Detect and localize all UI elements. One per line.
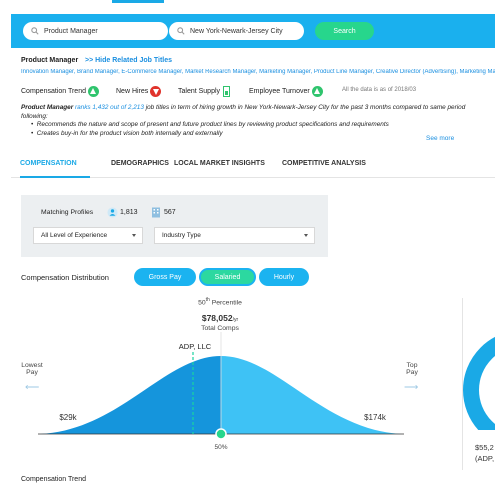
description-job: Product Manager xyxy=(21,104,74,111)
building-icon xyxy=(152,207,160,218)
related-job-titles[interactable]: Innovation Manager, Brand Manager, E-Com… xyxy=(21,69,495,75)
job-title-input[interactable]: Product Manager xyxy=(23,22,168,40)
metric-talent-supply: Talent Supply xyxy=(178,86,231,97)
tab-demographics[interactable]: DEMOGRAPHICS xyxy=(111,160,169,167)
people-icon xyxy=(107,207,118,218)
metric-employee-turnover: Employee Turnover xyxy=(249,86,323,97)
top-pay-label: Top Pay xyxy=(390,362,434,376)
bell-curve-svg xyxy=(38,332,404,440)
gross-pay-button[interactable]: Gross Pay xyxy=(134,268,196,286)
list-item: • Recommends the nature and scope of pre… xyxy=(31,121,389,129)
search-bar: Product Manager New York-Newark-Jersey C… xyxy=(11,14,495,48)
hide-related-link[interactable]: >> Hide Related Job Titles xyxy=(85,57,173,64)
job-description: Product Manager ranks 1,432 out of 2,213… xyxy=(21,104,495,138)
curve-right-area xyxy=(221,356,402,434)
trend-up-icon xyxy=(311,86,323,97)
job-title: Product Manager xyxy=(21,57,79,64)
tab-compensation[interactable]: COMPENSATION xyxy=(20,160,77,167)
search-icon xyxy=(31,27,39,35)
median-comp: $78,052/yr xyxy=(170,313,270,323)
tab-local-market-insights[interactable]: LOCAL MARKET INSIGHTS xyxy=(174,160,265,167)
data-as-of: All the data is as of 2018/03 xyxy=(342,87,417,93)
top-accent-line xyxy=(112,0,164,3)
company-marker-label: ADP, LLC xyxy=(178,342,212,351)
hourly-button[interactable]: Hourly xyxy=(259,268,309,286)
bullet-text: Creates buy-in for the product vision bo… xyxy=(36,129,223,137)
industry-value: Industry Type xyxy=(162,232,201,239)
median-value: $78,052 xyxy=(201,313,233,323)
arrow-right-icon: ⟶ xyxy=(404,382,419,393)
metric-label: Talent Supply xyxy=(178,88,221,95)
active-tab-indicator xyxy=(20,176,90,178)
distribution-chart: 50th Percentile $78,052/yr Total Comps A… xyxy=(0,290,455,470)
rank-text: ranks 1,432 out of 2,213 xyxy=(74,104,144,111)
high-value: $174k xyxy=(364,413,386,422)
median-handle[interactable] xyxy=(215,428,227,440)
lowest-sub: Pay xyxy=(26,369,38,376)
percentile-number: 50 xyxy=(198,299,206,307)
experience-value: All Level of Experience xyxy=(41,232,108,239)
chevron-down-icon xyxy=(132,234,136,237)
matching-people-count: 1,813 xyxy=(120,209,138,216)
right-chart-company: (ADP, xyxy=(475,454,495,463)
median-percent-label: 50% xyxy=(214,444,228,451)
top-label: Top xyxy=(406,362,418,369)
compensation-trend-title: Compensation Trend xyxy=(21,476,86,483)
battery-icon xyxy=(223,86,231,97)
description-following: following: xyxy=(21,112,48,120)
curve-left-area xyxy=(40,356,221,434)
metric-label: Compensation Trend xyxy=(21,88,86,95)
metric-compensation-trend: Compensation Trend xyxy=(21,86,99,97)
salaried-button[interactable]: Salaried xyxy=(199,268,256,286)
metric-label: New Hires xyxy=(116,88,149,95)
lowest-label: Lowest xyxy=(21,362,43,369)
search-button[interactable]: Search xyxy=(315,22,374,40)
location-value: New York-Newark-Jersey City xyxy=(190,27,283,35)
tab-bar: COMPENSATION DEMOGRAPHICS LOCAL MARKET I… xyxy=(11,152,495,178)
lowest-pay-label: Lowest Pay xyxy=(8,362,56,376)
right-chart-value: $55,2 xyxy=(475,443,494,452)
top-sub: Pay xyxy=(406,369,418,376)
job-title-value: Product Manager xyxy=(44,27,98,35)
arrow-left-icon: ⟵ xyxy=(25,382,40,393)
experience-select[interactable]: All Level of Experience xyxy=(33,227,143,244)
median-unit: /yr xyxy=(232,317,239,323)
bullet-text: Recommends the nature and scope of prese… xyxy=(36,121,389,129)
filter-panel: Matching Profiles 1,813 567 All Level of… xyxy=(21,195,328,257)
metric-label: Employee Turnover xyxy=(249,88,310,95)
donut-chart xyxy=(463,336,495,430)
metric-new-hires: New Hires xyxy=(116,86,162,97)
percentile-suffix: th xyxy=(205,297,210,303)
distribution-title: Compensation Distribution xyxy=(21,273,109,282)
low-value: $29k xyxy=(59,413,77,422)
matching-companies-count: 567 xyxy=(164,209,176,216)
donut-ring xyxy=(463,336,495,430)
percentile-word: Percentile xyxy=(211,299,242,307)
total-comps-label: Total Comps xyxy=(201,325,239,332)
description-rest: job titles in term of hiring growth in N… xyxy=(145,104,466,111)
chevron-down-icon xyxy=(304,234,308,237)
location-input[interactable]: New York-Newark-Jersey City xyxy=(169,22,304,40)
right-chart-panel: $55,2 (ADP, xyxy=(462,298,495,470)
tab-competitive-analysis[interactable]: COMPETITIVE ANALYSIS xyxy=(282,160,366,167)
trend-up-icon xyxy=(87,86,99,97)
search-icon xyxy=(177,27,185,35)
matching-profiles-label: Matching Profiles xyxy=(41,209,94,216)
see-more-link[interactable]: See more xyxy=(426,135,455,142)
industry-select[interactable]: Industry Type xyxy=(154,227,315,244)
trend-down-icon xyxy=(150,86,162,97)
list-item: • Creates buy-in for the product vision … xyxy=(31,129,223,137)
percentile-label: 50th Percentile xyxy=(170,297,270,306)
